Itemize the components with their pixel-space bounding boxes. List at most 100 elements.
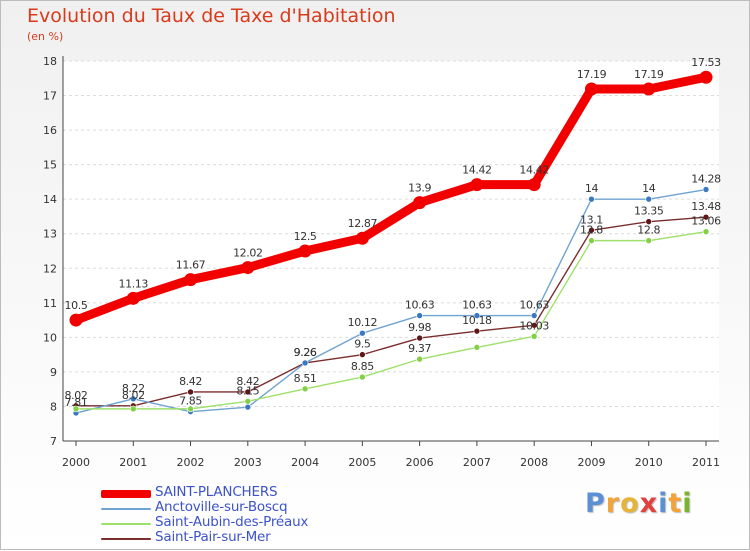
y-tick-label: 15 (43, 159, 57, 172)
logo-letter: i (658, 488, 669, 519)
x-tick-label: 2004 (291, 456, 319, 469)
data-label: 8.02 (65, 389, 88, 402)
logo-letter: r (605, 488, 621, 519)
logo-letter: o (620, 488, 640, 519)
data-point (470, 178, 484, 192)
y-tick-label: 14 (43, 193, 57, 206)
legend-item: Saint-Aubin-des-Préaux (101, 514, 361, 531)
data-point (416, 355, 423, 363)
data-label: 8.42 (179, 375, 202, 388)
proxiti-logo: Proxiti (585, 488, 693, 519)
data-label: 10.03 (519, 319, 549, 332)
y-tick-label: 17 (43, 90, 57, 103)
data-point (187, 388, 194, 396)
data-point (473, 312, 481, 319)
logo-letter: x (639, 488, 659, 519)
data-label: 8.22 (122, 382, 145, 395)
data-point (699, 70, 713, 84)
data-point (187, 405, 194, 413)
data-point (298, 244, 312, 258)
legend-label: Saint-Pair-sur-Mer (155, 529, 271, 545)
data-label: 14.42 (519, 164, 549, 177)
data-point (413, 196, 427, 210)
data-point (69, 313, 83, 327)
y-tick-label: 9 (50, 366, 57, 379)
data-point (244, 388, 252, 396)
chart-title: Evolution du Taux de Taxe d'Habitation (27, 5, 396, 27)
data-point (184, 273, 198, 287)
data-point (530, 321, 538, 329)
y-tick-label: 7 (50, 435, 57, 448)
data-label: 13.9 (408, 182, 431, 195)
data-point (416, 334, 423, 342)
x-tick-label: 2008 (520, 456, 548, 469)
data-point (359, 373, 366, 381)
data-point (301, 385, 309, 393)
data-label: 10.63 (462, 299, 492, 312)
data-label: 10.12 (348, 316, 378, 329)
legend-item: SAINT-PLANCHERS (101, 484, 361, 501)
data-label: 8.02 (122, 389, 145, 402)
legend-label: SAINT-PLANCHERS (155, 484, 278, 500)
data-point (129, 405, 137, 413)
x-tick-label: 2011 (692, 456, 720, 469)
data-point (244, 397, 252, 405)
data-label: 14.28 (691, 173, 721, 186)
plot-area (63, 61, 719, 441)
data-point (702, 213, 710, 221)
data-point (359, 329, 366, 337)
legend-swatch (101, 490, 151, 498)
y-tick-label: 13 (43, 228, 57, 241)
legend-item: Anctoville-sur-Boscq (101, 499, 361, 516)
data-label: 8.51 (294, 372, 317, 385)
data-label: 11.13 (119, 277, 149, 290)
data-label: 8.15 (236, 384, 259, 397)
data-point (301, 359, 309, 367)
legend-swatch (101, 538, 151, 540)
data-label: 17.19 (634, 68, 664, 81)
legend-label: Saint-Aubin-des-Préaux (155, 514, 309, 530)
y-tick-label: 11 (43, 297, 57, 310)
data-label: 10.63 (405, 299, 435, 312)
data-label: 14 (585, 182, 599, 195)
series-line-0 (71, 72, 711, 325)
data-point (355, 231, 369, 245)
data-point (72, 405, 80, 413)
data-label: 14.42 (462, 164, 492, 177)
data-point (527, 178, 541, 192)
data-point (126, 291, 140, 305)
data-point (645, 195, 653, 203)
x-tick-label: 2000 (62, 456, 90, 469)
data-point (473, 344, 481, 351)
data-label: 17.53 (691, 56, 721, 69)
data-label: 12.8 (637, 224, 660, 237)
chart-legend: SAINT-PLANCHERS Anctoville-sur-Boscq Saint… (101, 484, 361, 546)
y-tick-label: 16 (43, 124, 57, 137)
data-label: 7.81 (65, 396, 88, 409)
data-label: 7.85 (179, 395, 202, 408)
x-tick-label: 2006 (406, 456, 434, 469)
data-label: 10.18 (462, 314, 492, 327)
data-point (530, 333, 538, 340)
data-label: 14 (642, 182, 656, 195)
y-tick-label: 8 (50, 400, 57, 413)
x-tick-label: 2002 (177, 456, 205, 469)
x-tick-label: 2007 (463, 456, 491, 469)
data-point (473, 327, 481, 335)
data-point (588, 195, 595, 203)
y-tick-label: 12 (43, 262, 57, 275)
data-point (588, 226, 595, 234)
data-point (702, 228, 710, 235)
legend-swatch (101, 508, 151, 510)
data-point (645, 237, 653, 244)
x-tick-label: 2010 (635, 456, 663, 469)
y-tick-label: 10 (43, 331, 57, 344)
x-tick-label: 2003 (234, 456, 262, 469)
data-label: 13.48 (691, 200, 721, 213)
data-label: 12.87 (348, 217, 378, 230)
series-line-2 (75, 230, 707, 410)
y-tick-label: 18 (43, 55, 57, 68)
data-point (642, 82, 656, 96)
data-label: 17.19 (577, 68, 607, 81)
data-point (241, 261, 255, 275)
